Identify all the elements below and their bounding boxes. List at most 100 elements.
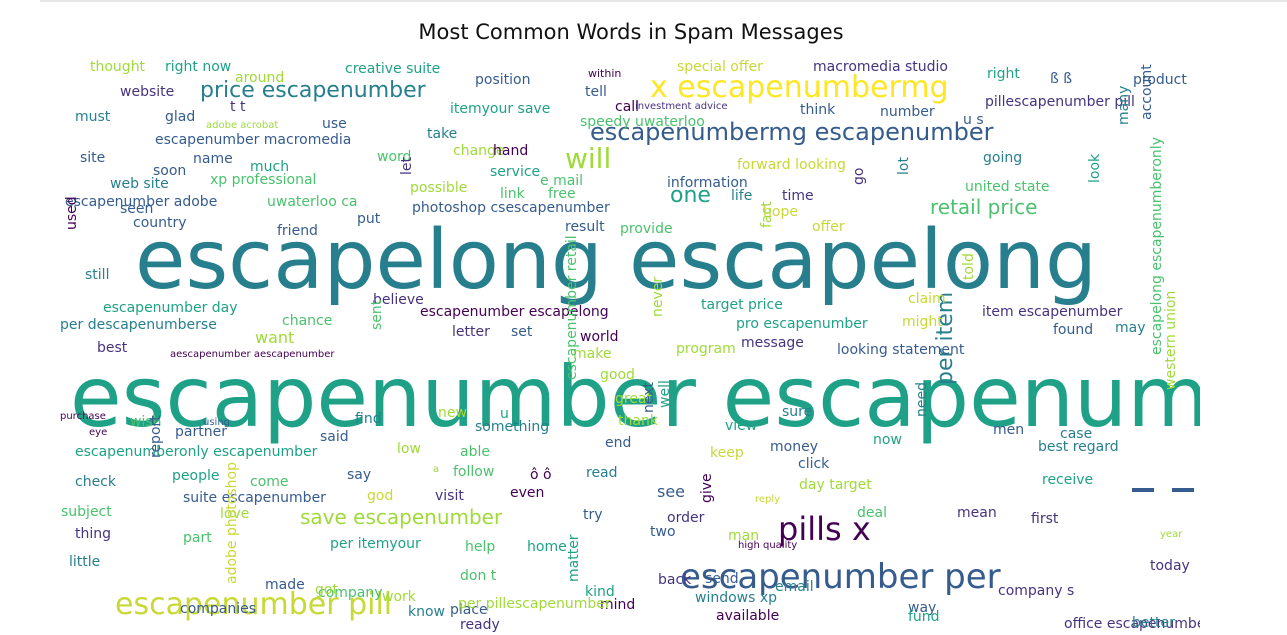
cloud-word: site — [80, 150, 106, 166]
cloud-word: photoshop csescapenumber — [412, 200, 610, 216]
cloud-word: link — [500, 186, 525, 202]
cloud-word: back — [658, 572, 692, 588]
cloud-word: know — [408, 604, 445, 620]
cloud-word: used — [64, 196, 80, 230]
cloud-word: made — [265, 577, 305, 593]
cloud-word: service — [490, 164, 541, 180]
cloud-word: e mail — [540, 173, 584, 189]
cloud-word: x escapenumbermg — [650, 70, 949, 105]
cloud-word: want — [255, 328, 295, 347]
cloud-word: year — [1160, 529, 1183, 540]
cloud-word: now — [873, 432, 902, 448]
cloud-word: save escapenumber — [300, 505, 503, 529]
cloud-word: read — [586, 465, 618, 481]
cloud-word: work — [382, 589, 416, 605]
cloud-word: chance — [282, 313, 333, 329]
cloud-word: order — [667, 510, 705, 526]
cloud-word: first — [1031, 511, 1059, 527]
cloud-word: ô ô — [530, 467, 552, 483]
cloud-word: sent — [369, 299, 385, 330]
cloud-word: end — [605, 435, 632, 451]
cloud-word: much — [250, 159, 290, 175]
cloud-word: investment advice — [635, 101, 728, 112]
cloud-word: item escapenumber — [982, 304, 1123, 320]
cloud-word: use — [322, 116, 347, 132]
cloud-word: two — [650, 524, 676, 540]
cloud-word: pillescapenumber pill — [985, 94, 1135, 110]
cloud-word: escapelong escapelong — [135, 213, 1098, 308]
cloud-word: take — [427, 126, 458, 142]
cloud-word: escapenumbermg escapenumber — [590, 118, 994, 146]
cloud-word: mind — [600, 597, 636, 613]
cloud-word: good — [600, 367, 635, 383]
cloud-word: next — [641, 381, 657, 413]
cloud-word: try — [583, 507, 603, 523]
cloud-word: escapenumber day — [103, 300, 238, 316]
cloud-word: even — [510, 485, 545, 501]
cloud-word: way — [908, 600, 937, 616]
cloud-word: deal — [857, 505, 887, 521]
cloud-word: ß ß — [1050, 71, 1073, 87]
cloud-word: may — [1115, 320, 1146, 336]
cloud-word: escapenumber pill — [115, 587, 393, 622]
cloud-word: letter — [452, 324, 490, 340]
cloud-word: a — [433, 464, 440, 475]
cloud-word: send — [705, 571, 739, 587]
cloud-word: able — [460, 444, 490, 460]
cloud-word: keep — [710, 445, 744, 461]
cloud-word: per pillescapenumber — [458, 596, 611, 612]
cloud-word: visit — [435, 488, 464, 504]
cloud-word: offer — [812, 219, 845, 235]
cloud-word: number — [880, 104, 935, 120]
cloud-word: god — [367, 488, 394, 504]
cloud-word: time — [782, 188, 814, 204]
cloud-word: creative suite — [345, 61, 441, 77]
cloud-word: go — [851, 167, 867, 185]
cloud-word: information — [667, 175, 748, 191]
cloud-word: today — [1150, 558, 1190, 574]
cloud-word: follow — [453, 464, 495, 480]
cloud-word: sure — [782, 404, 813, 420]
cloud-word: great — [615, 391, 653, 407]
cloud-word: check — [75, 474, 116, 490]
cloud-word: will — [565, 142, 612, 175]
cloud-word: got — [315, 582, 338, 598]
cloud-word: subject — [61, 504, 112, 520]
cloud-word: love — [220, 506, 250, 522]
cloud-word: united state — [965, 179, 1050, 195]
cloud-word: new — [438, 405, 467, 421]
cloud-word: adobe acrobat — [206, 120, 279, 131]
cloud-word: name — [193, 151, 233, 167]
cloud-word: think — [800, 102, 836, 118]
cloud-word: hope — [763, 204, 798, 220]
cloud-word: windows xp — [695, 590, 778, 606]
cloud-word: speedy uwaterloo — [580, 114, 705, 130]
cloud-word: matter — [566, 534, 582, 582]
cloud-word: u s — [963, 112, 984, 128]
cloud-word: partner — [175, 424, 227, 440]
cloud-word: free — [548, 186, 576, 202]
cloud-word: best regard — [1038, 439, 1119, 455]
cloud-word: told — [961, 253, 977, 280]
cloud-word: escapenumber adobe — [65, 194, 218, 210]
cloud-word: escapenumber per — [680, 557, 1001, 597]
cloud-word: don t — [460, 568, 497, 584]
cloud-word: going — [983, 150, 1023, 166]
cloud-word: purchase — [60, 411, 106, 422]
cloud-word: men — [993, 422, 1025, 438]
cloud-word: home — [527, 539, 567, 555]
cloud-word: possible — [410, 180, 468, 196]
cloud-word: kind — [585, 584, 615, 600]
cloud-word: uwaterloo ca — [267, 194, 358, 210]
cloud-word: say — [347, 467, 372, 483]
cloud-word: come — [250, 474, 289, 490]
cloud-word: view — [725, 418, 758, 434]
cloud-word: never — [650, 276, 666, 317]
cloud-word: little — [69, 554, 101, 570]
cloud-word: right now — [165, 59, 232, 75]
cloud-word: adobe photoshop — [224, 462, 240, 584]
cloud-word: found — [1053, 322, 1094, 338]
cloud-word: life — [731, 188, 753, 204]
cloud-word: case — [1060, 426, 1093, 442]
